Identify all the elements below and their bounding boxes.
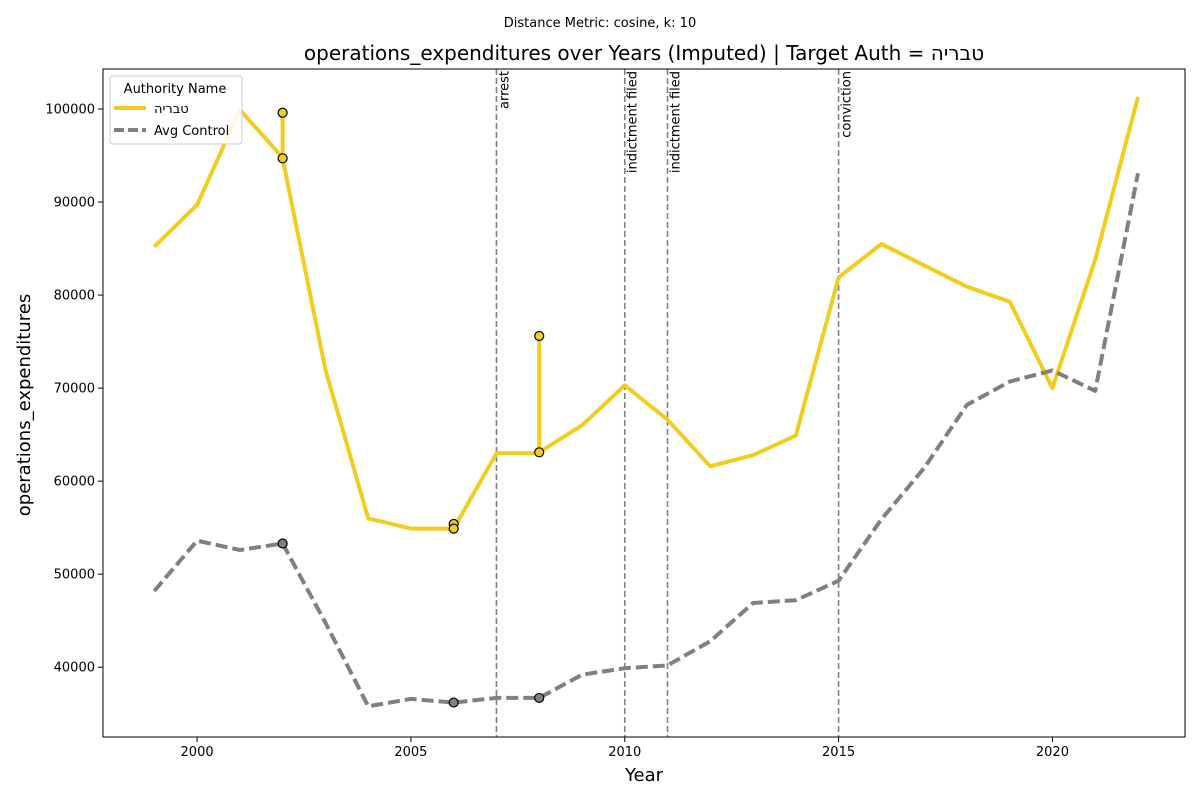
y-tick-label-2: 60000 xyxy=(54,475,95,490)
axes-frame xyxy=(102,68,1186,738)
x-tick-label-1: 2005 xyxy=(394,745,427,760)
y-tick-label-3: 70000 xyxy=(54,382,95,397)
event-label-3: conviction xyxy=(839,71,854,138)
y-tick-label-1: 50000 xyxy=(54,568,95,583)
event-label-2: indictment filed xyxy=(668,71,683,173)
series-1-marker-0 xyxy=(277,538,288,549)
plot-area: arrest indictment filed indictment filed co… xyxy=(152,69,1140,737)
x-tick-label-2: 2010 xyxy=(608,745,641,760)
y-tick-label-5: 90000 xyxy=(54,196,95,211)
legend-box xyxy=(109,75,243,145)
series-1-marker-2 xyxy=(534,692,545,704)
series-0-marker-0 xyxy=(277,107,288,118)
legend-title: Authority Name xyxy=(124,82,227,97)
event-label-0: arrest xyxy=(497,71,512,109)
x-axis-label: Year xyxy=(624,765,664,786)
series-0-marker-3 xyxy=(448,523,459,534)
series-0-marker-4 xyxy=(534,330,545,342)
x-tick-label-4: 2020 xyxy=(1036,745,1069,760)
chart-title: operations_expenditures over Years (Impu… xyxy=(304,41,984,65)
y-tick-label-6: 100000 xyxy=(45,103,95,118)
x-tick-label-3: 2015 xyxy=(822,745,855,760)
y-axis-label: operations_expenditures xyxy=(14,294,35,516)
series-line-0 xyxy=(152,96,1140,531)
series-0-marker-1 xyxy=(277,153,288,164)
y-tick-label-4: 80000 xyxy=(54,289,95,304)
series-1-marker-1 xyxy=(448,697,459,708)
axis-ticks: 2000 2005 2010 2015 2020 40000 50000 60000 70000… xyxy=(45,103,1069,760)
legend: Authority Name טבריה Avg Control xyxy=(109,75,243,145)
x-tick-label-0: 2000 xyxy=(181,745,214,760)
event-label-1: indictment filed xyxy=(626,71,641,173)
chart-suptitle: Distance Metric: cosine, k: 10 xyxy=(504,16,696,31)
legend-entry-target: טבריה xyxy=(154,102,189,117)
series-line-1 xyxy=(152,172,1140,709)
series-0-marker-5 xyxy=(534,447,545,458)
legend-entry-control: Avg Control xyxy=(154,124,229,139)
y-tick-label-0: 40000 xyxy=(54,661,95,676)
